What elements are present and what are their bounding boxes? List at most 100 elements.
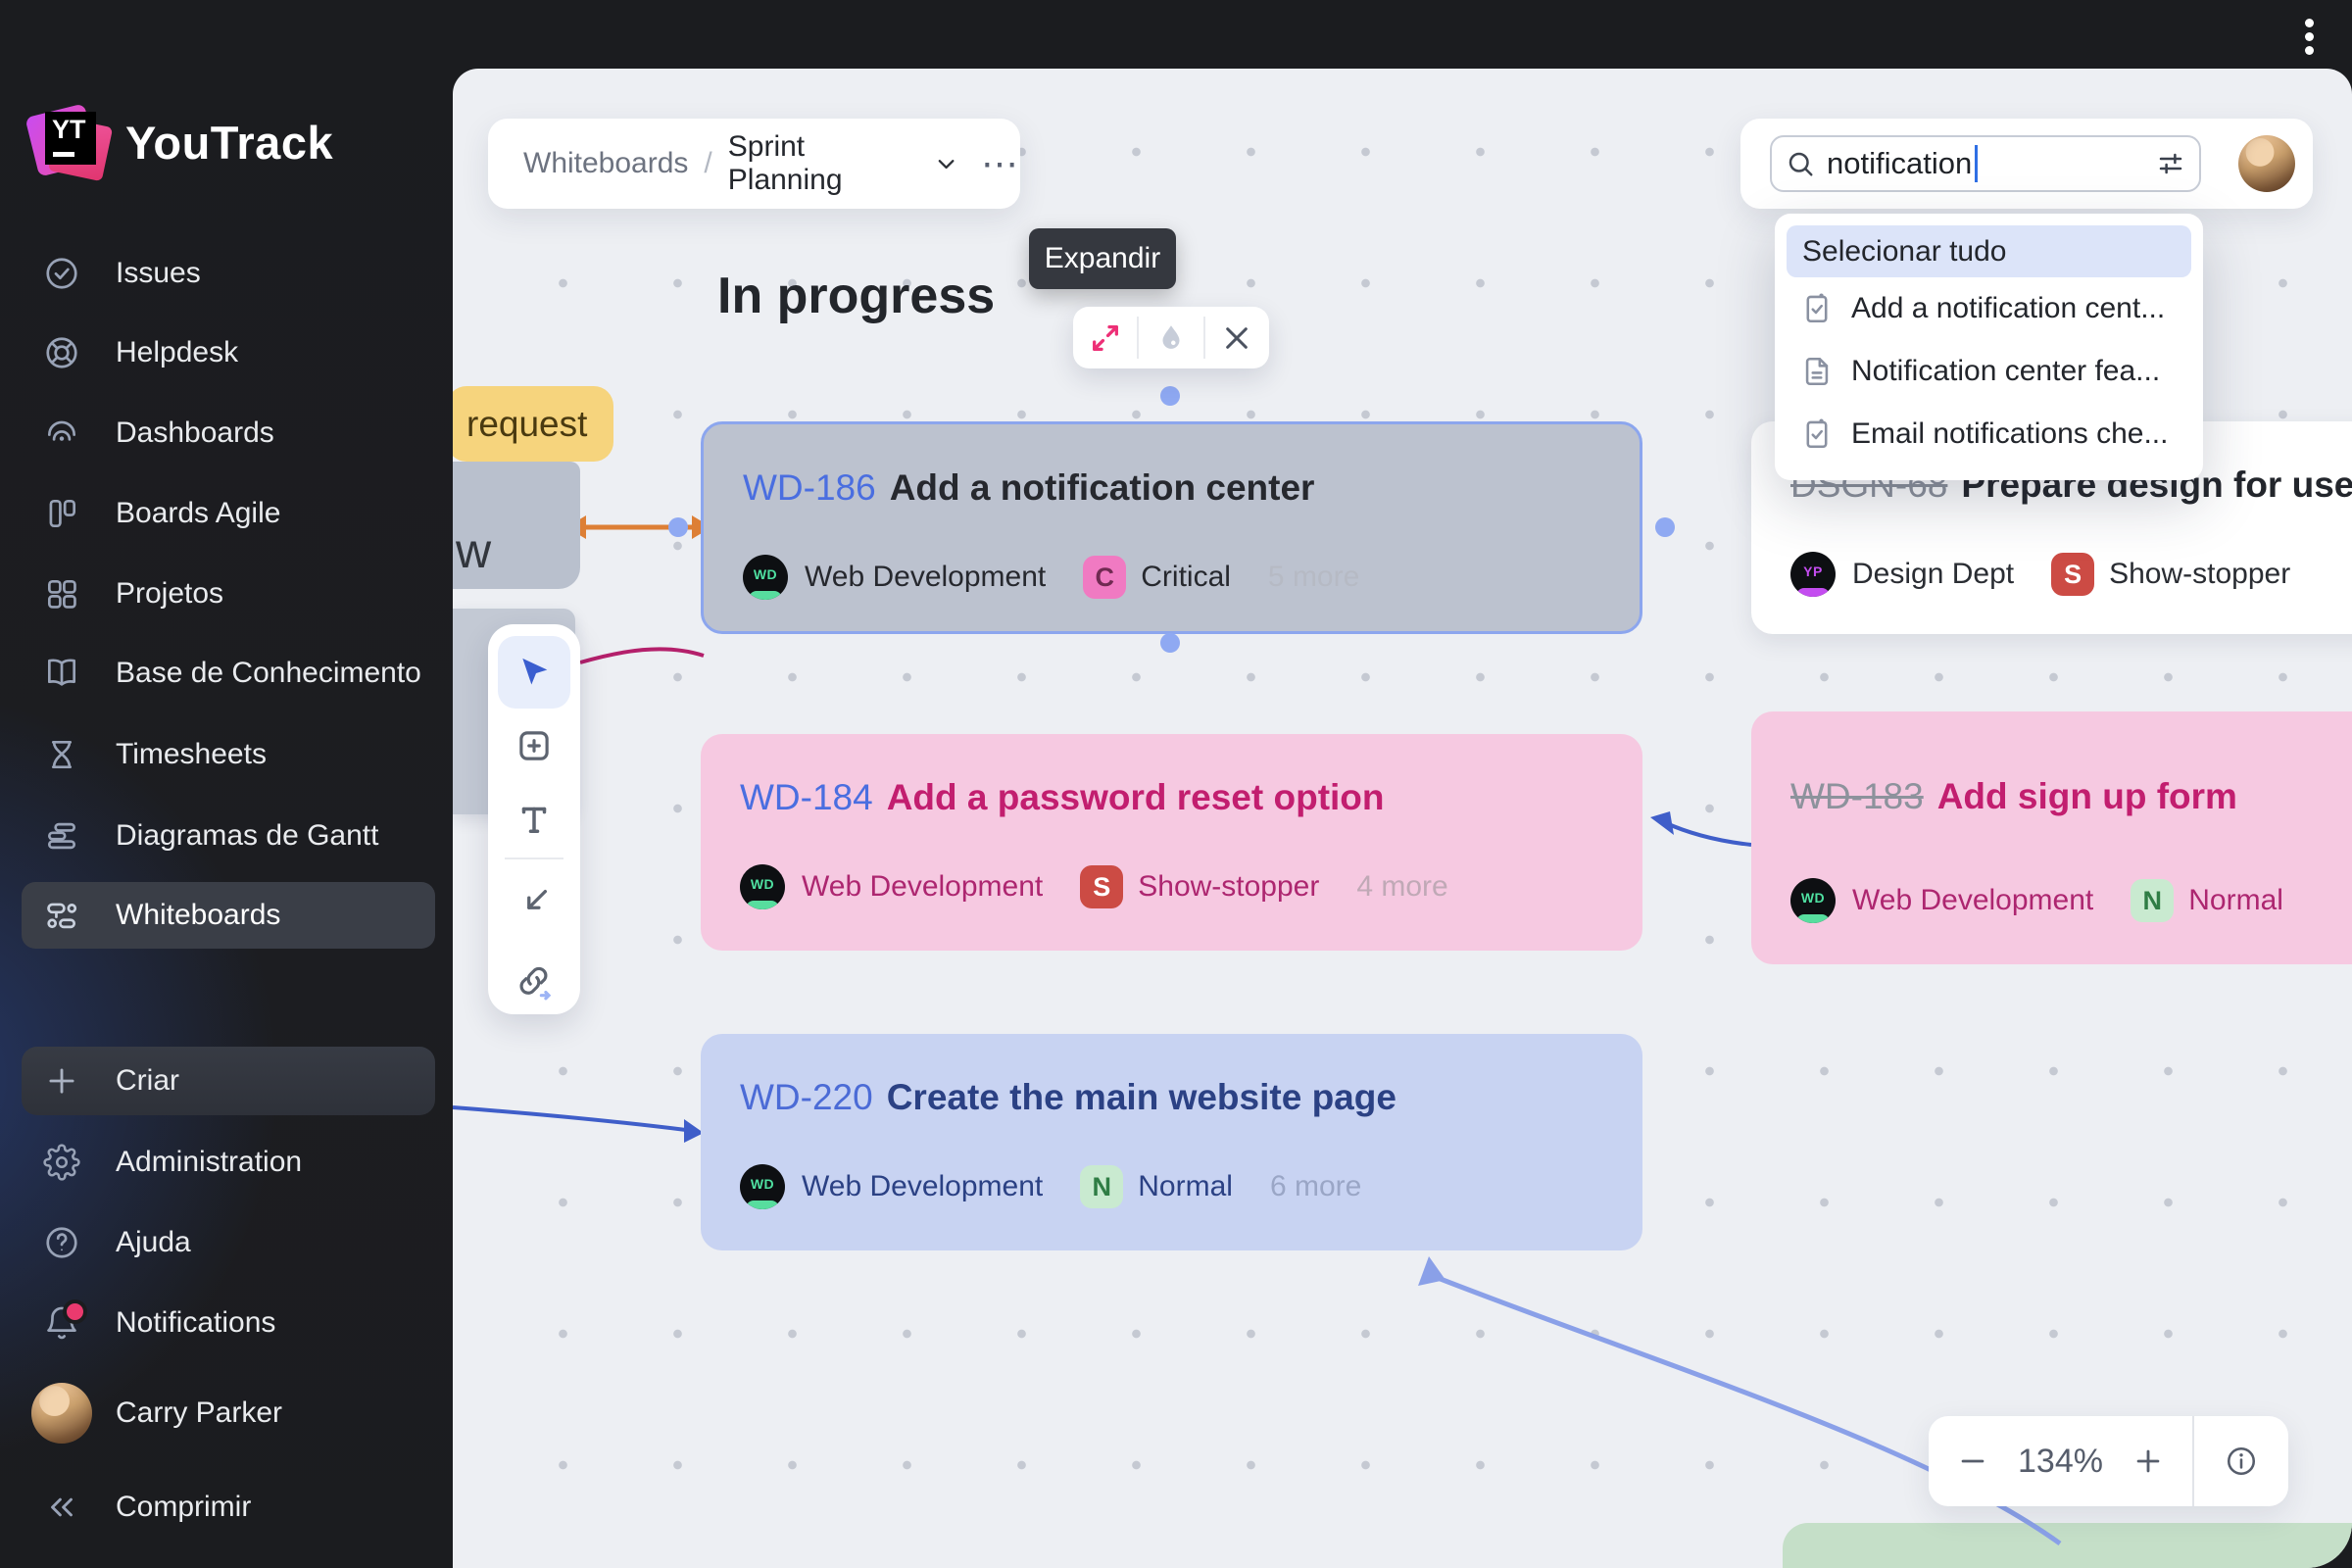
partial-frame-label: w <box>456 523 492 578</box>
user-avatar[interactable] <box>2238 135 2295 192</box>
sticky-note[interactable]: request <box>453 386 613 462</box>
sidebar-item-issues[interactable]: Issues <box>0 233 453 314</box>
issue-id[interactable]: WD-186 <box>743 467 876 508</box>
sidebar-item-whiteboards[interactable]: Whiteboards <box>0 875 453 956</box>
card-tags: YP Design Dept S Show-stopper <box>1790 552 2290 597</box>
text-caret <box>1975 145 1979 182</box>
close-button[interactable] <box>1205 307 1269 368</box>
book-open-icon <box>47 659 76 686</box>
sidebar-item-administration[interactable]: Administration <box>0 1122 453 1202</box>
project-label: Web Development <box>802 1170 1044 1202</box>
search-result-item[interactable]: Notification center fea... <box>1787 340 2191 403</box>
kebab-menu-icon[interactable] <box>2305 14 2314 60</box>
grid-icon <box>47 579 76 609</box>
clipboard-task-icon <box>1806 418 1828 449</box>
breadcrumb-section[interactable]: Whiteboards <box>523 147 689 179</box>
project-avatar: WD <box>740 1164 785 1209</box>
sidebar-item-boards-agile[interactable]: Boards Agile <box>0 473 453 554</box>
issue-card-wd-220[interactable]: WD-220 Create the main website page WD We… <box>701 1034 1642 1250</box>
select-all-option[interactable]: Selecionar tudo <box>1787 225 2191 277</box>
priority-label: Show-stopper <box>1138 870 1320 903</box>
sidebar-item-projetos[interactable]: Projetos <box>0 554 453 634</box>
connection-handle-right[interactable] <box>1655 517 1675 537</box>
notification-badge <box>63 1299 87 1324</box>
search-results-dropdown: Selecionar tudo Add a notification cent.… <box>1775 214 2203 480</box>
breadcrumb-current[interactable]: Sprint Planning <box>727 130 843 196</box>
sidebar-item-ajuda[interactable]: Ajuda <box>0 1202 453 1283</box>
priority-badge: S <box>1080 865 1124 908</box>
priority-label: Show-stopper <box>2109 558 2291 590</box>
issue-id[interactable]: WD-183 <box>1790 776 1924 816</box>
create-button[interactable]: Criar <box>22 1047 435 1115</box>
priority-badge: S <box>2051 553 2095 596</box>
sidebar-item-notifications[interactable]: Notifications <box>0 1283 453 1363</box>
priority-label: Normal <box>1138 1170 1233 1202</box>
expand-icon <box>1092 324 1118 351</box>
project-label: Design Dept <box>1852 558 2015 590</box>
search-container: notification <box>1740 119 2313 209</box>
card-tags: WD Web Development C Critical 5 more <box>743 555 1359 600</box>
more-tags-label[interactable]: 6 more <box>1269 1170 1362 1202</box>
user-avatar <box>31 1383 92 1444</box>
add-frame-icon[interactable] <box>514 725 555 766</box>
more-menu-icon[interactable]: ⋯ <box>981 143 1020 185</box>
sidebar-item-timesheets[interactable]: Timesheets <box>0 714 453 795</box>
search-result-item[interactable]: Email notifications che... <box>1787 403 2191 466</box>
color-button[interactable] <box>1139 307 1202 368</box>
issue-card-wd-184[interactable]: WD-184 Add a password reset option WD Web… <box>701 734 1642 951</box>
project-label: Web Development <box>802 870 1044 903</box>
chevron-down-icon[interactable] <box>933 150 959 177</box>
expand-button[interactable] <box>1073 307 1137 368</box>
info-button[interactable] <box>2194 1416 2288 1506</box>
partial-green-card[interactable] <box>1783 1523 2352 1568</box>
connection-handle-bottom[interactable] <box>1160 633 1180 653</box>
link-tool-icon[interactable] <box>514 960 555 1002</box>
gantt-bars-icon <box>47 822 76 850</box>
cursor-icon <box>522 658 548 685</box>
card-title: WD-186 Add a notification center <box>743 467 1315 508</box>
brand-title: YouTrack <box>125 117 334 169</box>
connection-handle-left[interactable] <box>668 517 688 537</box>
sidebar-item-helpdesk[interactable]: Helpdesk <box>0 313 453 393</box>
text-tool-icon[interactable] <box>514 799 555 840</box>
column-title: In progress <box>717 268 996 324</box>
lifebuoy-icon <box>46 337 77 368</box>
card-title: WD-220 Create the main website page <box>740 1077 1396 1117</box>
issue-id[interactable]: WD-184 <box>740 777 873 817</box>
search-result-item[interactable]: Add a notification cent... <box>1787 277 2191 340</box>
clipboard-task-icon <box>1806 293 1828 323</box>
priority-label: Critical <box>1141 561 1231 593</box>
more-tags-label[interactable]: 4 more <box>1356 870 1448 903</box>
search-input[interactable]: notification <box>1770 135 2201 192</box>
close-icon <box>1226 326 1249 349</box>
sidebar-user[interactable]: Carry Parker <box>0 1373 453 1453</box>
youtrack-logo-icon: YT <box>24 100 114 184</box>
issue-card-wd-186[interactable]: WD-186 Add a notification center WD Web D… <box>701 421 1642 634</box>
board-columns-icon <box>49 499 76 528</box>
corner-arrow-icon[interactable] <box>514 882 555 923</box>
zoom-in-button[interactable] <box>2132 1445 2165 1478</box>
card-title: DSGN-68 Prepare design for use <box>1790 465 2352 505</box>
help-icon <box>46 1227 77 1258</box>
select-tool-button[interactable] <box>498 636 570 709</box>
gauge-icon <box>47 420 76 441</box>
partial-frame-card[interactable]: w <box>453 462 580 589</box>
connection-handle-top[interactable] <box>1160 386 1180 406</box>
more-tags-label[interactable]: 5 more <box>1267 561 1360 593</box>
zoom-level[interactable]: 134% <box>2018 1442 2103 1480</box>
project-avatar: WD <box>743 555 788 600</box>
sidebar-item-diagramas-de-gantt[interactable]: Diagramas de Gantt <box>0 796 453 876</box>
droplet-icon <box>1162 324 1180 349</box>
tools-toolbar <box>488 624 580 1014</box>
whiteboard-canvas[interactable]: w request In progress WD-186 Add a notifi… <box>453 69 2352 1568</box>
card-tags: WD Web Development N Normal 6 more <box>740 1164 1361 1209</box>
sidebar-collapse[interactable]: Comprimir <box>0 1467 453 1547</box>
zoom-control: 134% <box>1929 1416 2288 1506</box>
zoom-out-button[interactable] <box>1956 1445 1989 1478</box>
sidebar-item-base-de-conhecimento[interactable]: Base de Conhecimento <box>0 633 453 713</box>
sliders-icon[interactable] <box>2156 149 2185 178</box>
sidebar-item-dashboards[interactable]: Dashboards <box>0 393 453 473</box>
plus-icon <box>49 1068 74 1094</box>
issue-id[interactable]: WD-220 <box>740 1077 873 1117</box>
issue-card-wd-183[interactable]: WD-183 Add sign up form WD Web Developmen… <box>1751 711 2352 964</box>
